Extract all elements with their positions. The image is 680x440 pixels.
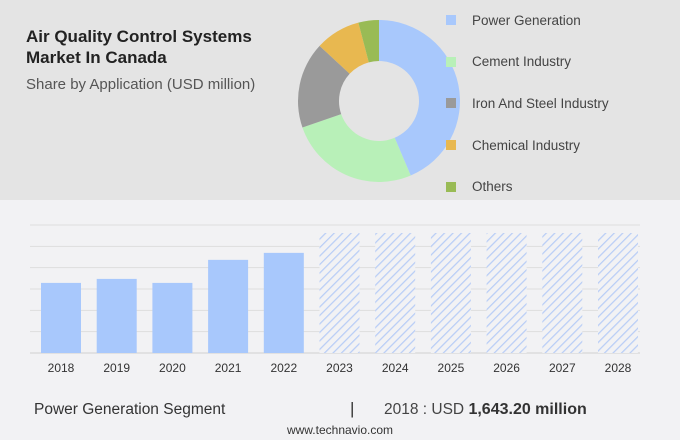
- donut-chart: [298, 20, 460, 182]
- legend-item: Chemical Industry: [446, 137, 580, 153]
- x-tick-label: 2019: [103, 361, 130, 375]
- value-label: 1,643.20 million: [468, 401, 587, 418]
- legend-label: Iron And Steel Industry: [472, 95, 609, 111]
- bar-2019: [96, 278, 137, 353]
- x-tick-label: 2026: [493, 361, 520, 375]
- footer-separator: |: [350, 399, 355, 418]
- legend-swatch: [446, 56, 456, 67]
- legend-label: Power Generation: [472, 12, 581, 28]
- source-url[interactable]: www.technavio.com: [286, 423, 394, 437]
- donut-slice-iron-and-steel-industry: [298, 45, 350, 128]
- segment-value: 2018 : USD 1,643.20 million: [384, 401, 587, 419]
- year-label: 2018 : USD: [384, 401, 465, 418]
- bar-2021: [208, 259, 249, 353]
- bar-2018: [41, 282, 81, 353]
- legend-label: Chemical Industry: [472, 137, 581, 153]
- x-tick-label: 2021: [215, 361, 242, 375]
- x-tick-label: 2028: [605, 361, 632, 375]
- forecast-bar-2024: [375, 233, 416, 353]
- bar-2020: [152, 282, 193, 353]
- x-tick-label: 2027: [549, 361, 576, 375]
- legend-label: Others: [472, 179, 513, 195]
- donut-slice-power-generation: [379, 20, 460, 176]
- forecast-bar-2028: [598, 233, 638, 353]
- chart-title: Air Quality Control Systems Market In Can…: [26, 26, 286, 68]
- x-tick-label: 2024: [382, 361, 409, 375]
- forecast-bar-2025: [430, 233, 471, 353]
- x-tick-label: 2023: [326, 361, 353, 375]
- legend-item: Iron And Steel Industry: [446, 95, 609, 111]
- forecast-bar-2026: [486, 233, 527, 353]
- title-line-1: Air Quality Control Systems: [26, 27, 252, 46]
- x-tick-label: 2025: [438, 361, 465, 375]
- chart-subtitle: Share by Application (USD million): [26, 76, 256, 93]
- title-line-2: Market In Canada: [26, 48, 167, 67]
- donut-slice-cement-industry: [302, 114, 411, 182]
- legend-item: Power Generation: [446, 12, 581, 28]
- x-tick-label: 2020: [159, 361, 186, 375]
- donut-slice-others: [358, 20, 379, 63]
- legend-swatch: [446, 98, 456, 109]
- legend-item: Cement Industry: [446, 54, 571, 70]
- x-tick-label: 2018: [48, 361, 75, 375]
- bar-2022: [263, 252, 304, 353]
- forecast-bar-2023: [319, 233, 360, 353]
- legend-swatch: [446, 15, 456, 25]
- legend-item: Others: [446, 179, 513, 195]
- segment-label: Power Generation Segment: [34, 401, 226, 418]
- legend-label: Cement Industry: [472, 54, 572, 70]
- donut-slice-chemical-industry: [319, 22, 369, 74]
- x-tick-label: 2022: [270, 361, 297, 375]
- forecast-bar-2027: [542, 233, 583, 353]
- legend-swatch: [446, 181, 456, 192]
- bar-chart: 2018 2019 2020 2021 2022 2023 2024 2025 2026 2027…: [30, 224, 640, 375]
- legend-swatch: [446, 140, 456, 151]
